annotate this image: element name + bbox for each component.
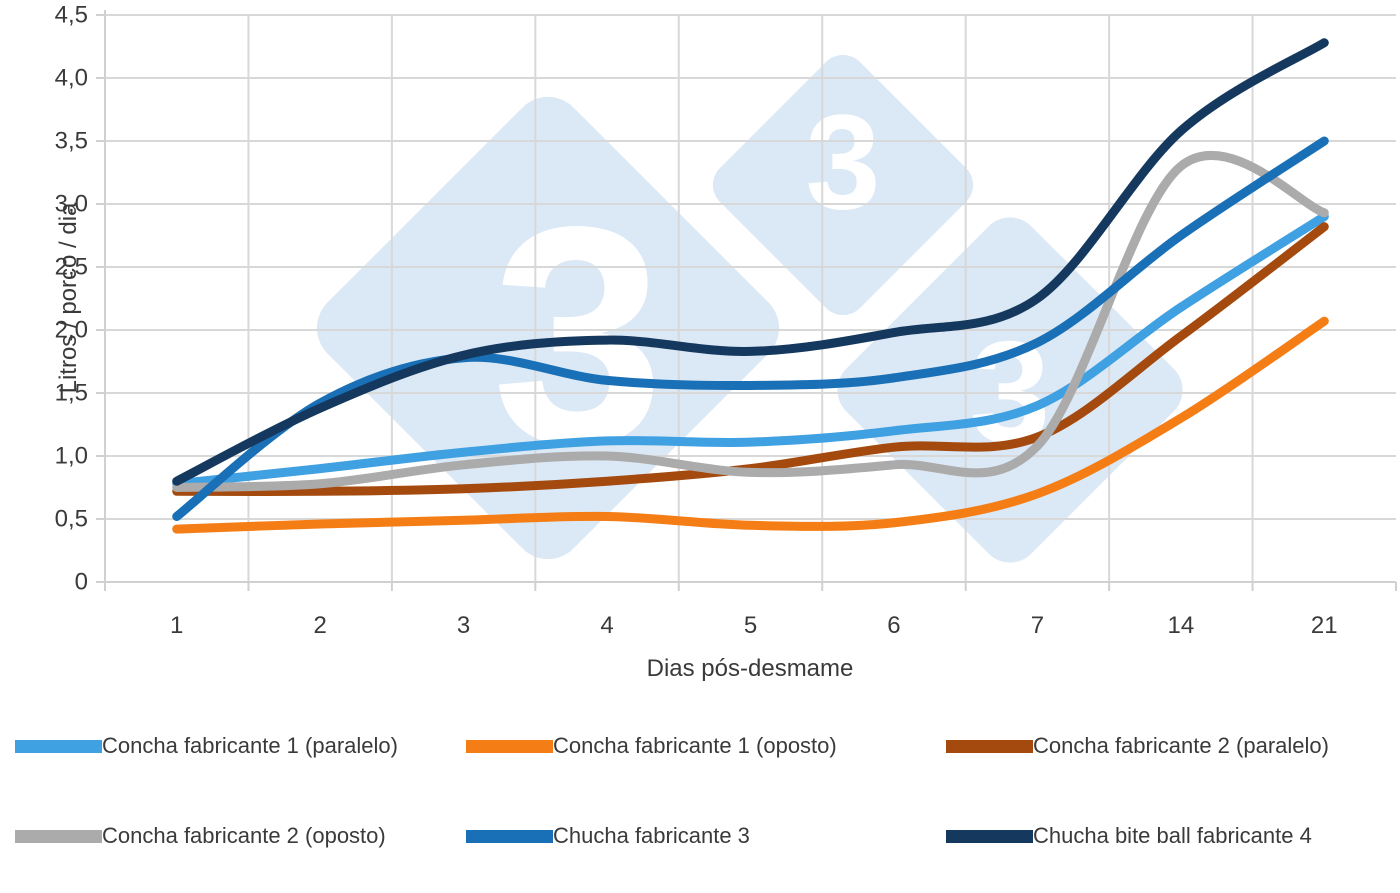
series-curve-3 [172, 222, 1329, 496]
data-series-curves [172, 38, 1329, 534]
x-tick-label: 3 [457, 612, 470, 639]
legend-item: Chucha fabricante 3 [466, 823, 750, 849]
legend-item: Concha fabricante 1 (oposto) [466, 733, 837, 759]
y-tick-label: 4,0 [55, 65, 88, 92]
legend-swatch [946, 829, 1033, 843]
legend-label: Concha fabricante 1 (oposto) [553, 733, 837, 758]
y-tick-label: 3,5 [55, 128, 88, 155]
legend-swatch [946, 739, 1033, 753]
y-tick-label: 0 [75, 569, 88, 596]
watermark-glyph-2: 3 [805, 87, 880, 238]
x-tick-label: 21 [1311, 612, 1338, 639]
axes-and-ticks [96, 10, 1397, 591]
legend-label: Chucha bite ball fabricante 4 [1033, 823, 1312, 848]
x-tick-label: 4 [600, 612, 613, 639]
x-tick-label: 14 [1167, 612, 1194, 639]
x-axis-title: Dias pós-desmame [647, 655, 854, 682]
legend-item: Concha fabricante 2 (paralelo) [946, 733, 1329, 759]
legend-swatch [466, 829, 553, 843]
x-tick-label: 2 [313, 612, 326, 639]
y-tick-label: 3,0 [55, 191, 88, 218]
legend-label: Concha fabricante 2 (oposto) [102, 823, 386, 848]
x-tick-label: 7 [1031, 612, 1044, 639]
legend-swatch [15, 739, 102, 753]
series-curve-6 [172, 38, 1329, 486]
legend-swatch [466, 739, 553, 753]
legend-item: Chucha bite ball fabricante 4 [946, 823, 1312, 849]
y-tick-label: 2,5 [55, 254, 88, 281]
series-curve-4 [172, 150, 1329, 492]
series-curve-5 [172, 136, 1329, 521]
legend-item: Concha fabricante 2 (oposto) [15, 823, 386, 849]
legend-label: Chucha fabricante 3 [553, 823, 750, 848]
legend-label: Concha fabricante 1 (paralelo) [102, 733, 398, 758]
y-tick-label: 1,5 [55, 380, 88, 407]
x-tick-label: 5 [744, 612, 757, 639]
y-tick-label: 1,0 [55, 443, 88, 470]
watermark-diamond-2 [712, 54, 974, 316]
chart-plot-area: 3 33 0 0,5 1,0 1,5 2,0 2,5 3,0 3,5 4,0 4,5 1 2 3 4 5 6 7 1… [55, 2, 1397, 682]
x-tick-label: 1 [170, 612, 183, 639]
legend-item: Concha fabricante 1 (paralelo) [15, 733, 398, 759]
pig333-watermark: 3 33 [316, 54, 1183, 563]
series-curve-2 [172, 316, 1329, 534]
x-tick-label: 6 [887, 612, 900, 639]
y-tick-label: 2,0 [55, 317, 88, 344]
y-tick-label: 4,5 [55, 2, 88, 29]
series-curve-1 [172, 212, 1329, 489]
axis-tick-labels: 0 0,5 1,0 1,5 2,0 2,5 3,0 3,5 4,0 4,5 1 2 3 4 5 6 7 14 21 [55, 2, 1338, 640]
legend-label: Concha fabricante 2 (paralelo) [1033, 733, 1329, 758]
y-tick-label: 0,5 [55, 506, 88, 533]
legend-swatch [15, 829, 102, 843]
y-axis-title: Litros / porco / dia [55, 202, 82, 393]
